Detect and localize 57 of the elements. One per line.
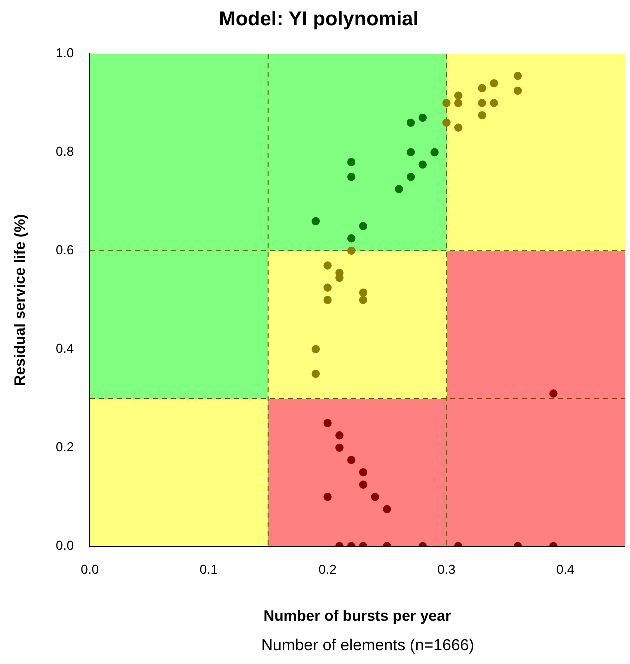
point (406, 173, 416, 182)
point (347, 234, 356, 243)
point (312, 370, 320, 378)
point (418, 114, 428, 122)
point (514, 72, 522, 80)
point (359, 288, 368, 297)
point (454, 124, 463, 132)
point (359, 296, 368, 304)
point (347, 173, 356, 182)
point (324, 284, 332, 292)
point (359, 222, 368, 230)
point (324, 419, 332, 428)
point (406, 148, 416, 157)
point (418, 160, 428, 169)
point (336, 432, 344, 440)
point (347, 158, 356, 166)
point (490, 79, 498, 88)
point (324, 262, 332, 270)
x-axis-title: Number of bursts per year (264, 608, 452, 626)
point (490, 99, 498, 108)
point (347, 246, 356, 256)
point (336, 444, 344, 452)
y-tick-label: 0.2 (56, 440, 74, 454)
x-tick-label: 0.0 (81, 562, 100, 577)
chart-title: Model: YI polynomial (219, 8, 419, 31)
y-tick-label: 0.6 (56, 242, 74, 258)
x-tick-label: 0.4 (556, 562, 575, 577)
point (347, 456, 356, 464)
point (478, 111, 486, 120)
point (312, 217, 320, 226)
point (324, 296, 332, 304)
point (359, 480, 368, 489)
point (383, 505, 392, 514)
point (454, 92, 463, 100)
point (478, 99, 486, 108)
y-axis-title: Residual service life (%) (12, 214, 30, 386)
point (359, 468, 368, 477)
y-tick-label: 0.0 (56, 538, 74, 553)
point (395, 185, 404, 194)
point (478, 84, 486, 93)
point (312, 345, 320, 354)
x-tick-label: 0.2 (318, 562, 337, 577)
y-tick-label: 0.8 (56, 144, 74, 160)
point (324, 493, 332, 502)
x-tick-label: 0.1 (200, 562, 218, 577)
point (454, 99, 463, 108)
point (550, 390, 558, 398)
point (430, 148, 439, 157)
point (371, 493, 380, 502)
point (406, 118, 416, 128)
text: Number of elements (n=1666) (262, 637, 474, 654)
point (442, 99, 451, 108)
x-tick-label: 0.3 (438, 562, 456, 577)
point (514, 86, 522, 96)
point (442, 118, 451, 128)
y-tick-label: 0.4 (56, 341, 74, 356)
y-tick-label: 1.0 (56, 46, 74, 61)
